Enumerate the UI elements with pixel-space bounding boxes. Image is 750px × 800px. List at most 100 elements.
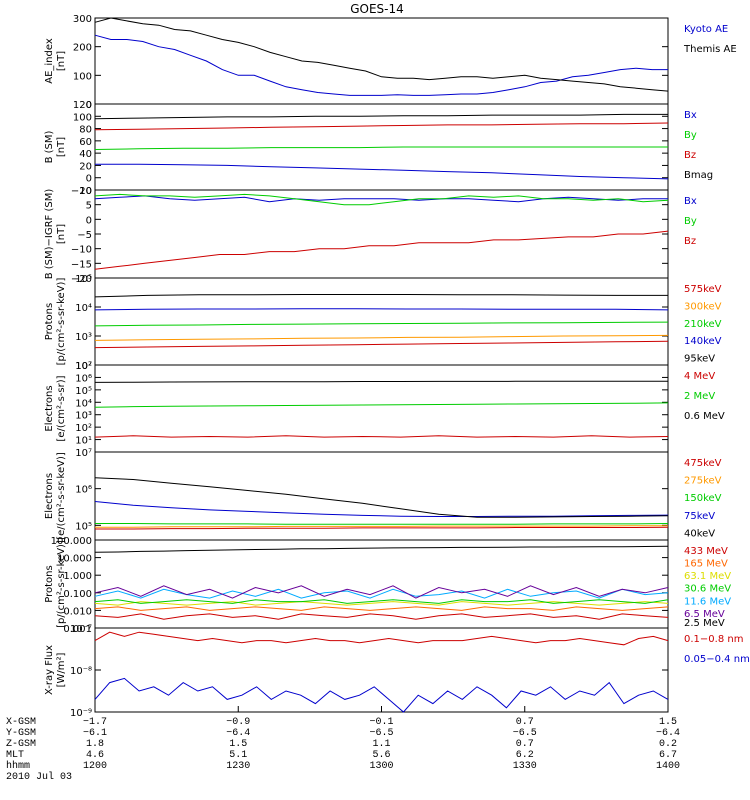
legend-label: 0.6 MeV: [684, 411, 725, 422]
y-tick-label: 10⁻⁹: [70, 708, 92, 719]
ephemeris-value: 1.8: [86, 739, 104, 750]
series-line-Bmag: [94, 113, 668, 120]
y-axis-label: [e/(cm²-s-sr)]: [56, 375, 67, 441]
y-tick-label: 100: [73, 112, 92, 123]
y-tick-label: 100: [73, 71, 92, 82]
legend-label: Bz: [684, 236, 696, 247]
panel-8: 10⁻⁹ 10⁻⁸ 10⁻⁷ X-ray Flux [W/m²] 0.1−0.8 nm 0.…: [44, 624, 750, 719]
series-line-Bz: [94, 230, 669, 270]
y-tick-label: 10³: [75, 411, 92, 422]
y-tick-label: 10²: [75, 423, 92, 434]
legend-label: 150keV: [684, 493, 722, 504]
y-tick-label: 5: [86, 201, 92, 212]
series-line-63-1-MeV: [94, 601, 669, 606]
legend-label: 275keV: [684, 476, 722, 487]
panel-frame: [94, 627, 669, 713]
series-line-275keV: [95, 525, 668, 528]
y-tick-label: 20: [79, 161, 92, 172]
y-tick-label: 0: [86, 215, 92, 226]
legend-label: 40keV: [684, 528, 715, 539]
legend-label: 475keV: [684, 458, 722, 469]
y-tick-label: −15: [71, 259, 92, 270]
series-line-30-6-MeV: [94, 599, 669, 604]
ephemeris-value: 4.6: [86, 750, 104, 761]
y-axis-label: Protons: [44, 303, 55, 340]
legend-label: 140keV: [684, 336, 722, 347]
y-tick-label: 10³: [75, 332, 92, 343]
ephemeris-value: 0.7: [516, 739, 534, 750]
series-line-2-5-MeV: [94, 545, 669, 553]
y-tick-label: 10⁶: [75, 485, 92, 496]
legend-label: By: [684, 130, 697, 141]
series-line-4-MeV: [94, 435, 669, 438]
legend-label: 63.1 MeV: [684, 571, 731, 582]
y-axis-label: [nT]: [56, 137, 67, 157]
ephemeris-value: −6.5: [513, 728, 537, 739]
panel-frame: [94, 364, 669, 453]
y-axis-label: [nT]: [56, 51, 67, 71]
panel-1: 0 100 200 300 AE_index [nT] Kyoto AE Themis AE: [44, 14, 737, 111]
series-line-40keV: [94, 477, 669, 518]
series-line-0-1-0-8-nm: [94, 631, 669, 646]
legend-label: Bmag: [684, 170, 713, 181]
y-axis-label: [e/(cm²-s-sr-keV)]: [56, 452, 67, 540]
legend-label: Bx: [684, 196, 697, 207]
y-tick-label: 0: [86, 174, 92, 185]
legend-label: Bz: [684, 150, 696, 161]
series-line-Bx: [95, 163, 669, 180]
series-line-2-MeV: [94, 402, 669, 408]
ephemeris-value: −6.4: [656, 728, 680, 739]
y-tick-label: 10⁴: [75, 398, 92, 409]
y-tick-label: 10⁵: [75, 386, 92, 397]
series-line-6-5-MeV: [94, 585, 669, 599]
ephemeris-value: 6.7: [659, 750, 677, 761]
series-line-300keV: [94, 334, 669, 341]
y-tick-label: 0.010: [63, 606, 92, 617]
y-tick-label: 60: [79, 137, 92, 148]
legend-label: 4 MeV: [684, 371, 715, 382]
y-tick-label: 0.001: [63, 624, 92, 635]
y-tick-label: 0.100: [63, 589, 92, 600]
panel-4: 10² 10³ 10⁴ 10⁵ Protons [p/(cm²-s-sr-keV)] 575…: [44, 274, 722, 372]
y-tick-label: 10⁻⁷: [70, 624, 92, 635]
y-axis-label: [nT]: [56, 224, 67, 244]
series-line-0-6-MeV: [94, 380, 668, 383]
series-line-Bx: [94, 195, 668, 203]
ephemeris-value: −1.7: [83, 717, 107, 728]
chart-title: GOES-14: [350, 2, 404, 16]
panel-frame: [94, 277, 669, 366]
ephemeris-row-label: hhmm: [6, 760, 30, 772]
y-tick-label: 10⁴: [75, 303, 92, 314]
ephemeris-value: 0.7: [516, 717, 534, 728]
series-line-11-6-MeV: [94, 588, 669, 599]
y-tick-label: 1.000: [63, 571, 92, 582]
series-line-575keV: [94, 340, 669, 349]
legend-label: Kyoto AE: [684, 24, 728, 35]
y-tick-label: 40: [79, 149, 92, 160]
series-line-By: [94, 193, 669, 206]
y-tick-label: 80: [79, 125, 92, 136]
legend-label: 2 MeV: [684, 391, 715, 402]
y-tick-label: 10.000: [57, 554, 92, 565]
legend-label: 75keV: [684, 511, 715, 522]
legend-label: Themis AE: [683, 44, 737, 55]
ephemeris-value: 6.2: [516, 750, 534, 761]
series-line-By: [94, 146, 668, 150]
y-tick-label: 100.000: [51, 536, 92, 547]
series-line-433-MeV: [94, 613, 669, 620]
ephemeris-value: 1.5: [229, 739, 247, 750]
series-line-210keV: [94, 321, 669, 327]
legend-label: 210keV: [684, 319, 722, 330]
y-tick-label: 10⁷: [75, 448, 92, 459]
series-line-0-05-0-4-nm: [94, 677, 669, 713]
legend-label: 95keV: [684, 354, 715, 365]
series-line-Themis-AE: [94, 17, 669, 92]
legend-label: 165 MeV: [684, 559, 728, 570]
y-axis-label: X-ray Flux: [44, 645, 55, 695]
y-axis-label: [p/(cm²-s-sr-keV)]: [56, 278, 67, 366]
ephemeris-value: 1400: [656, 761, 680, 772]
legend-label: By: [684, 216, 697, 227]
